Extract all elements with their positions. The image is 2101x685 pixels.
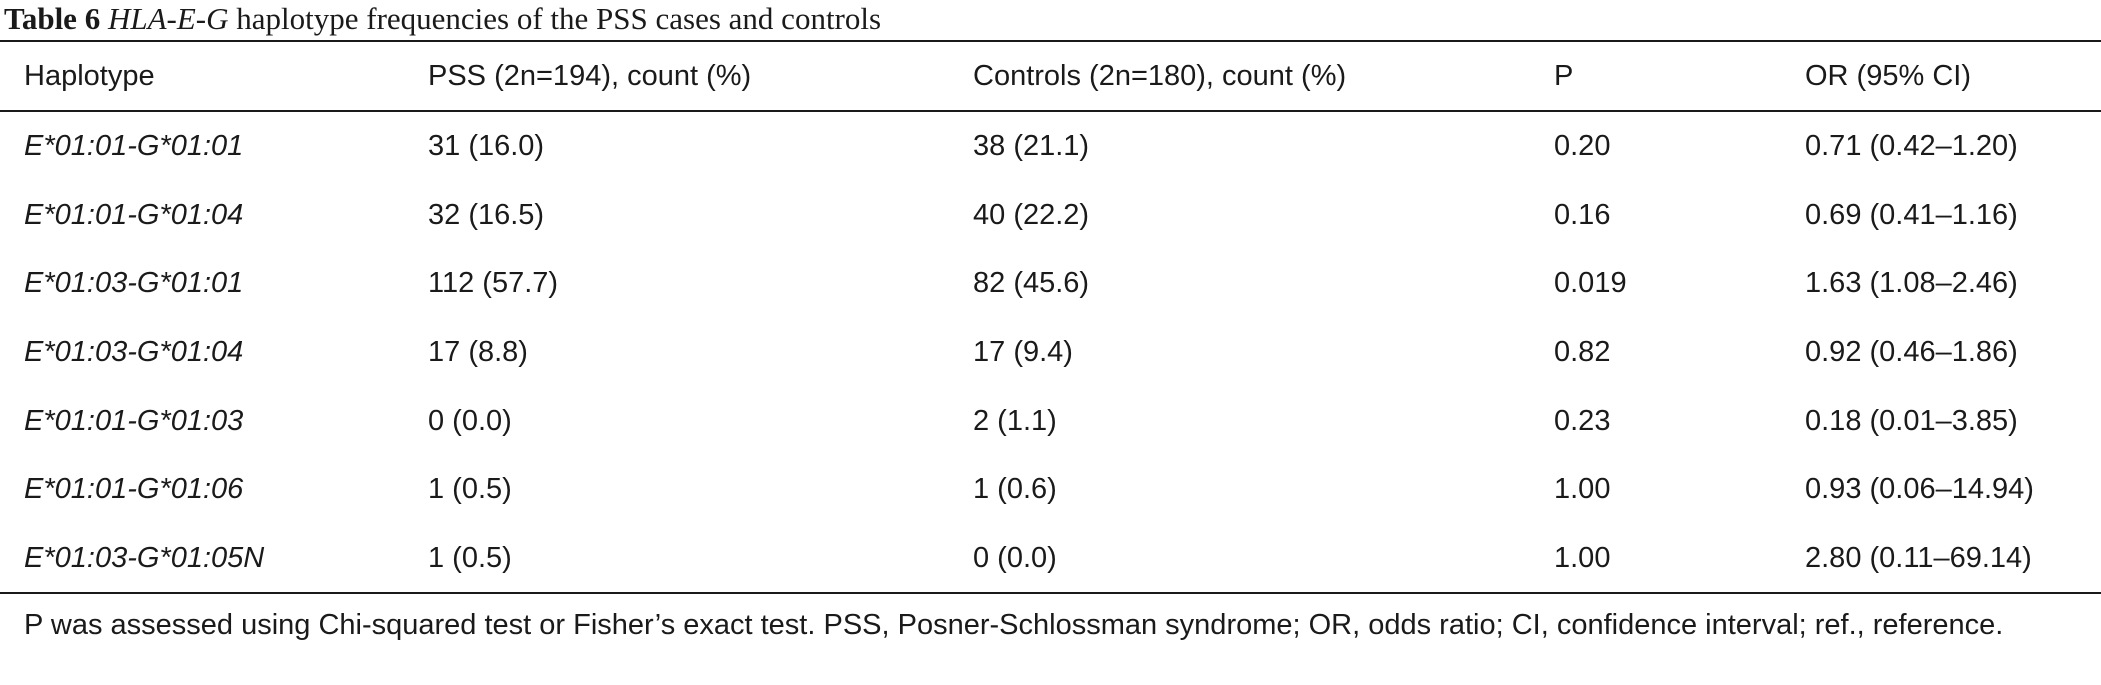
cell-p-value: 1.00	[1554, 541, 1611, 574]
table-row: E*01:03-G*01:05N 1 (0.5) 0 (0.0) 1.00 2.…	[0, 524, 2101, 593]
cell-controls-count: 38 (21.1)	[973, 129, 1090, 162]
cell-pss-count: 0 (0.0)	[428, 404, 512, 437]
table-gene-name: HLA-E-G	[107, 1, 229, 36]
table-row: E*01:01-G*01:01 31 (16.0) 38 (21.1) 0.20…	[0, 110, 2101, 181]
cell-haplotype: E*01:01-G*01:03	[24, 404, 244, 437]
cell-odds-ratio: 1.63 (1.08–2.46)	[1805, 267, 2018, 300]
cell-haplotype: E*01:01-G*01:01	[24, 129, 244, 162]
table-row: E*01:01-G*01:04 32 (16.5) 40 (22.2) 0.16…	[0, 181, 2101, 250]
cell-controls-count: 82 (45.6)	[973, 267, 1090, 300]
table-header-row: Haplotype PSS (2n=194), count (%) Contro…	[0, 42, 2101, 110]
cell-odds-ratio: 0.93 (0.06–14.94)	[1805, 473, 2034, 506]
cell-pss-count: 1 (0.5)	[428, 541, 512, 574]
cell-odds-ratio: 0.92 (0.46–1.86)	[1805, 335, 2018, 368]
haplotype-table: Haplotype PSS (2n=194), count (%) Contro…	[0, 42, 2101, 593]
cell-haplotype: E*01:03-G*01:01	[24, 267, 244, 300]
table-caption: Table 6 HLA-E-G haplotype frequencies of…	[4, 2, 881, 36]
cell-odds-ratio: 2.80 (0.11–69.14)	[1805, 541, 2032, 574]
cell-haplotype: E*01:01-G*01:06	[24, 473, 244, 506]
cell-haplotype: E*01:03-G*01:05N	[24, 541, 265, 574]
table-row: E*01:01-G*01:06 1 (0.5) 1 (0.6) 1.00 0.9…	[0, 455, 2101, 524]
table-row: E*01:01-G*01:03 0 (0.0) 2 (1.1) 0.23 0.1…	[0, 387, 2101, 456]
cell-pss-count: 112 (57.7)	[428, 267, 559, 300]
cell-odds-ratio: 0.69 (0.41–1.16)	[1805, 198, 2018, 231]
column-header-haplotype: Haplotype	[24, 59, 155, 92]
cell-p-value: 0.20	[1554, 129, 1611, 162]
table-caption-text: haplotype frequencies of the PSS cases a…	[236, 1, 882, 36]
cell-p-value: 1.00	[1554, 473, 1611, 506]
table-label: Table 6	[4, 1, 101, 36]
table-row: E*01:03-G*01:01 112 (57.7) 82 (45.6) 0.0…	[0, 249, 2101, 318]
table-footnote: P was assessed using Chi-squared test or…	[24, 609, 2004, 641]
top-rule	[0, 40, 2101, 42]
cell-p-value: 0.82	[1554, 335, 1611, 368]
cell-controls-count: 1 (0.6)	[973, 473, 1057, 506]
column-header-pss: PSS (2n=194), count (%)	[428, 59, 752, 92]
column-header-or: OR (95% CI)	[1805, 59, 1971, 92]
cell-controls-count: 17 (9.4)	[973, 335, 1073, 368]
cell-pss-count: 1 (0.5)	[428, 473, 512, 506]
cell-pss-count: 17 (8.8)	[428, 335, 528, 368]
table-row: E*01:03-G*01:04 17 (8.8) 17 (9.4) 0.82 0…	[0, 318, 2101, 387]
bottom-rule	[0, 592, 2101, 594]
column-header-p: P	[1554, 59, 1574, 92]
cell-haplotype: E*01:01-G*01:04	[24, 198, 244, 231]
cell-odds-ratio: 0.71 (0.42–1.20)	[1805, 129, 2018, 162]
cell-controls-count: 2 (1.1)	[973, 404, 1057, 437]
column-header-controls: Controls (2n=180), count (%)	[973, 59, 1347, 92]
cell-haplotype: E*01:03-G*01:04	[24, 335, 244, 368]
cell-controls-count: 40 (22.2)	[973, 198, 1090, 231]
cell-pss-count: 31 (16.0)	[428, 129, 545, 162]
cell-p-value: 0.16	[1554, 198, 1611, 231]
cell-pss-count: 32 (16.5)	[428, 198, 545, 231]
cell-p-value: 0.019	[1554, 267, 1627, 300]
header-rule	[0, 110, 2101, 112]
cell-controls-count: 0 (0.0)	[973, 541, 1057, 574]
cell-odds-ratio: 0.18 (0.01–3.85)	[1805, 404, 2018, 437]
cell-p-value: 0.23	[1554, 404, 1611, 437]
